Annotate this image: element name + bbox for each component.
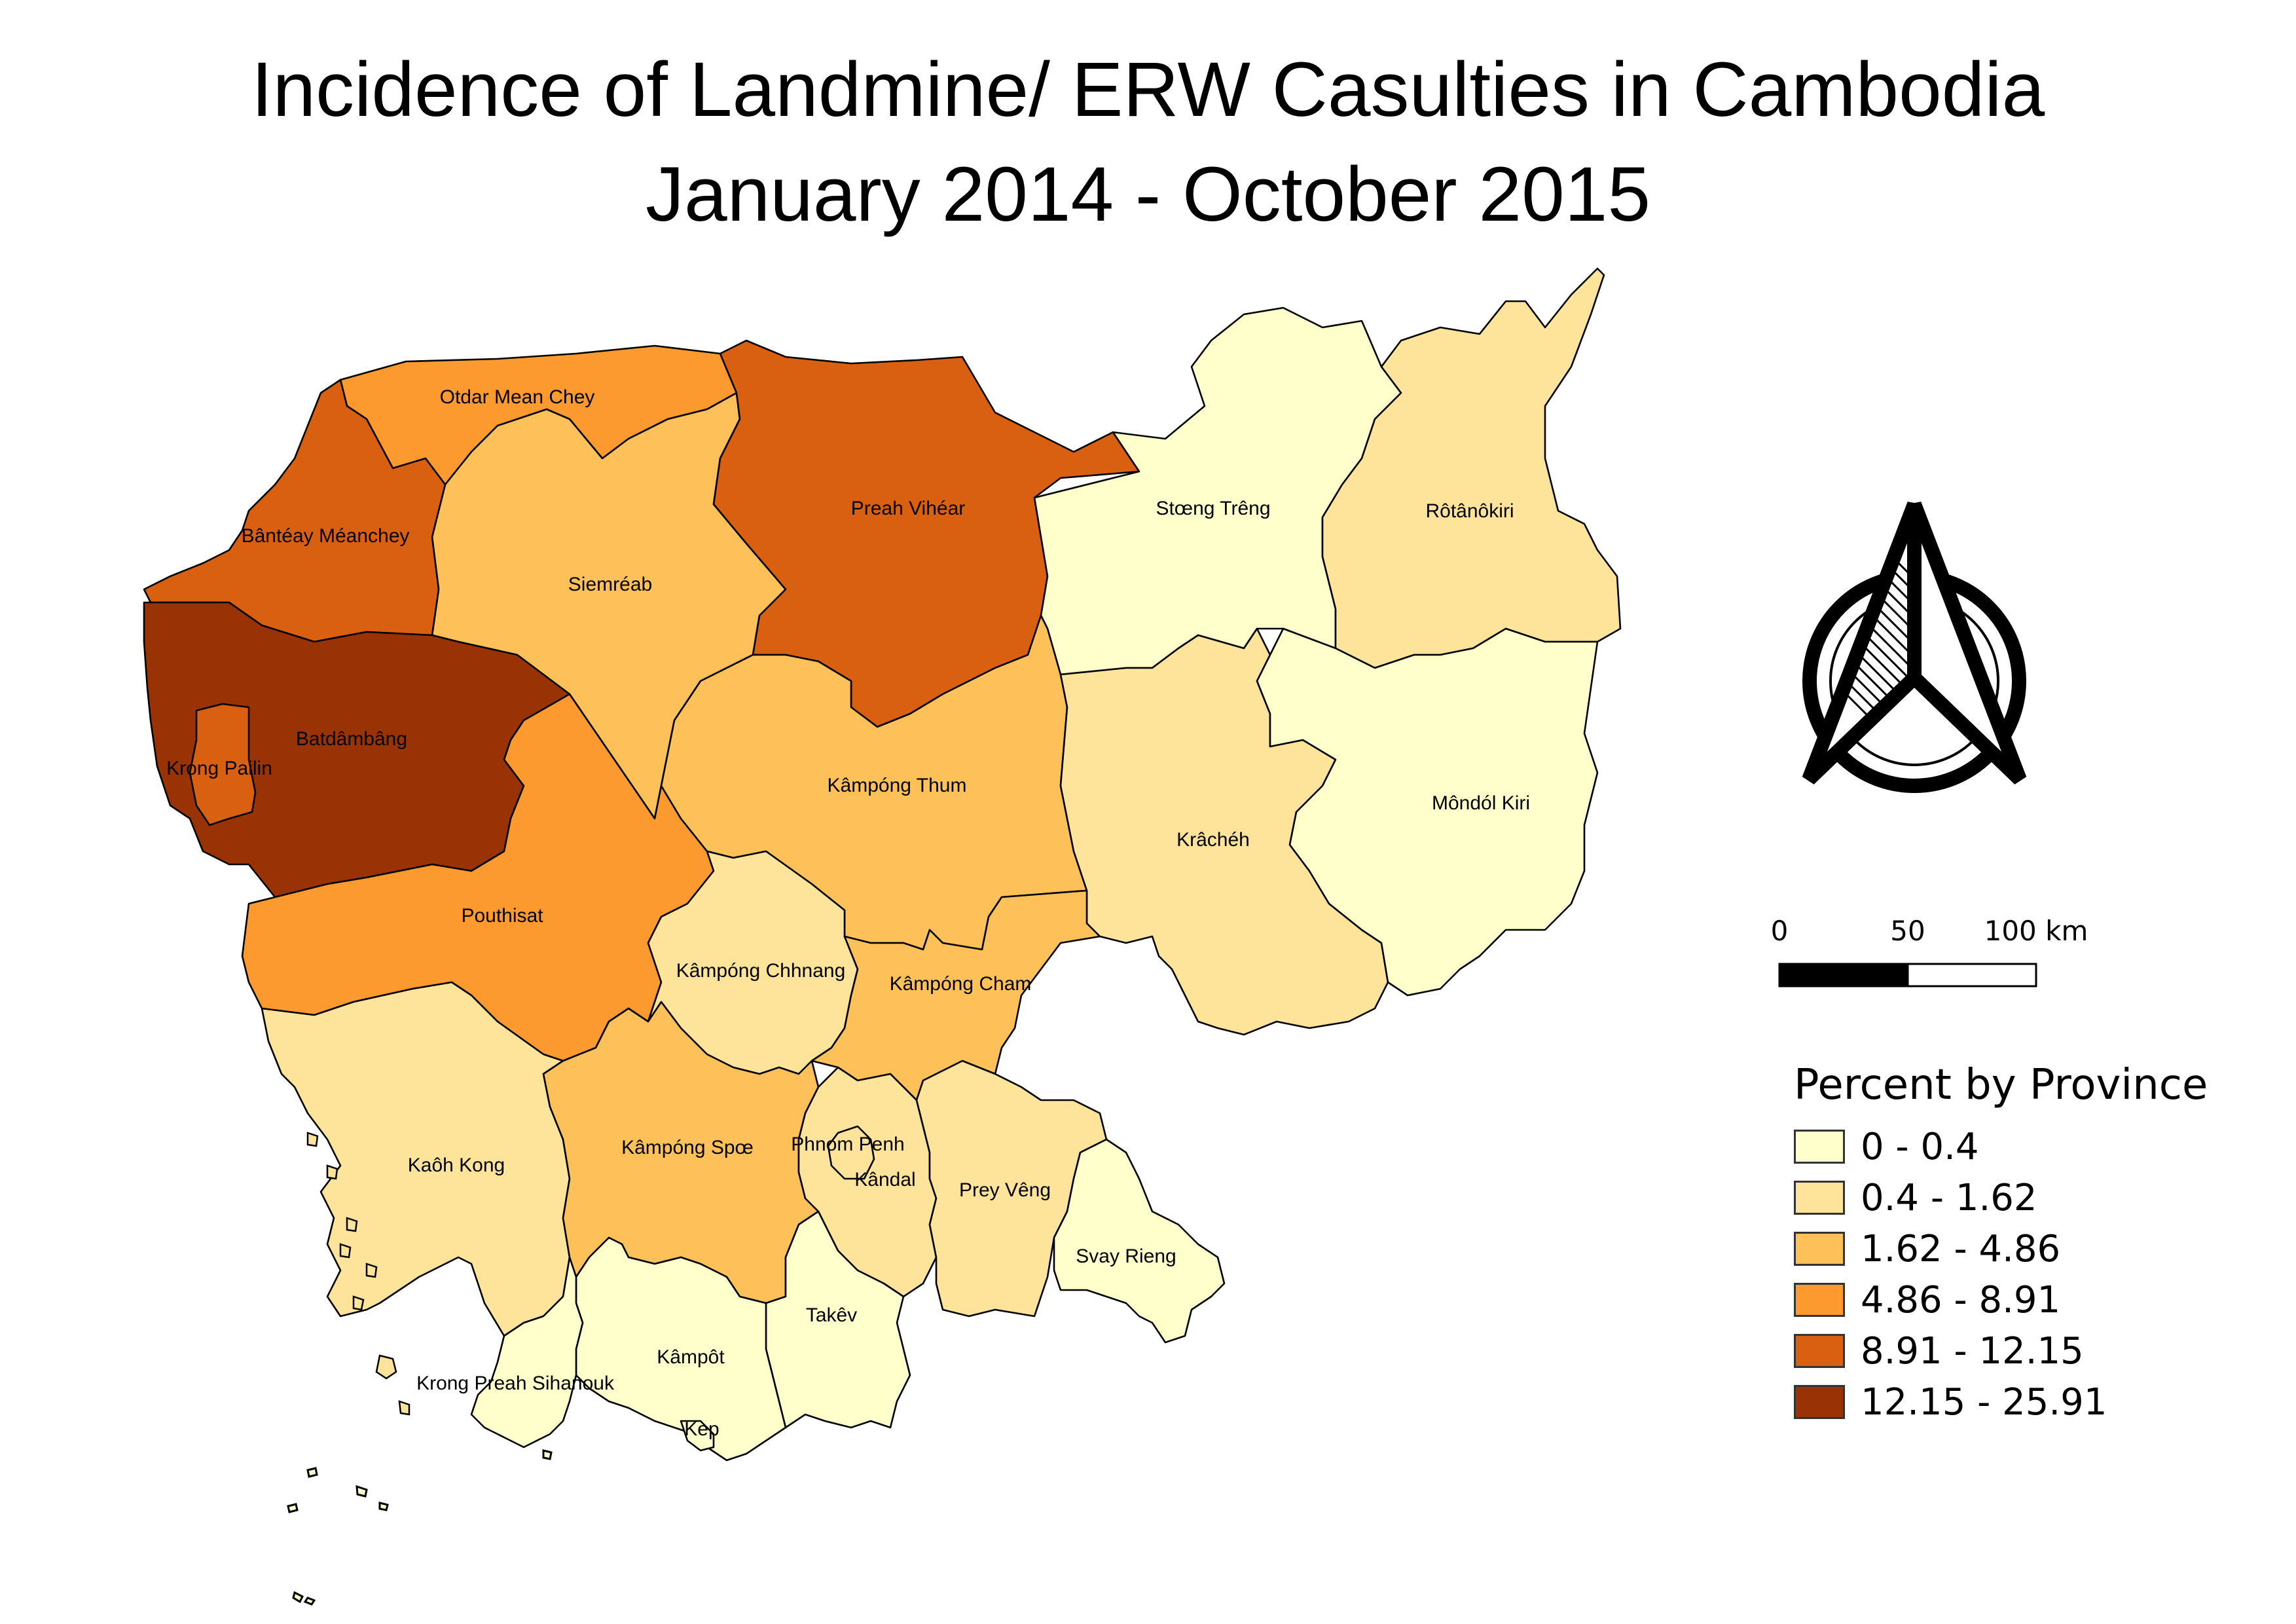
label-kampot: Kâmpôt <box>657 1346 725 1368</box>
legend-swatch <box>1794 1334 1845 1368</box>
label-kandal: Kândal <box>854 1169 915 1190</box>
province-kampong-cham <box>811 889 1101 1101</box>
map-title-line1: Incidence of Landmine/ ERW Casulties in … <box>251 46 2045 133</box>
label-takev: Takêv <box>806 1304 857 1326</box>
label-krong-preah-sihanouk: Krong Preah Sihanouk <box>416 1373 615 1394</box>
legend-swatch <box>1794 1385 1845 1419</box>
legend-label: 8.91 - 12.15 <box>1861 1329 2084 1373</box>
label-kaoh-kong: Kaôh Kong <box>408 1154 505 1176</box>
scale-label-0: 0 <box>1771 915 1789 947</box>
province-krong-pailin <box>189 703 257 826</box>
label-otdar-mean-chey: Otdar Mean Chey <box>440 386 595 408</box>
label-svay-rieng: Svay Rieng <box>1076 1246 1176 1267</box>
legend-item: 0.4 - 1.62 <box>1794 1172 2208 1223</box>
province-mondol-kiri <box>1256 627 1599 997</box>
legend-swatch <box>1794 1181 1845 1215</box>
legend-title: Percent by Province <box>1794 1061 2208 1109</box>
province-prey-veng <box>915 1060 1108 1318</box>
legend-label: 4.86 - 8.91 <box>1861 1278 2061 1321</box>
label-batdambang: Batdâmbâng <box>296 728 407 750</box>
label-banteay-meanchey: Bântéay Méanchey <box>242 525 410 547</box>
label-siemreab: Siemréab <box>568 574 652 595</box>
islets <box>287 1449 553 1606</box>
legend-swatch <box>1794 1283 1845 1317</box>
legend-swatch <box>1794 1232 1845 1266</box>
legend-label: 0 - 0.4 <box>1861 1125 1979 1168</box>
scale-label-50: 50 <box>1890 915 1925 947</box>
province-kampot <box>575 1236 787 1462</box>
label-prey-veng: Prey Vêng <box>959 1179 1051 1201</box>
label-kampong-thum: Kâmpóng Thum <box>828 775 967 796</box>
label-kep: Kep <box>684 1418 719 1440</box>
label-kampong-chhnang: Kâmpóng Chhnang <box>676 960 846 982</box>
label-mondol-kiri: Môndól Kiri <box>1432 792 1530 814</box>
province-svay-rieng <box>1053 1138 1226 1344</box>
province-kep <box>680 1420 715 1452</box>
province-rotanokiri <box>1321 267 1622 669</box>
legend-label: 0.4 - 1.62 <box>1861 1176 2037 1219</box>
label-pouthisat: Pouthisat <box>461 905 543 927</box>
legend-label: 12.15 - 25.91 <box>1861 1380 2107 1424</box>
legend-item: 8.91 - 12.15 <box>1794 1325 2208 1376</box>
label-preah-vihear: Preah Vihéar <box>851 498 966 519</box>
province-phnom-penh <box>827 1125 875 1180</box>
scale-bar: 0 50 100 km <box>1771 915 2088 987</box>
legend: Percent by Province 0 - 0.4 0.4 - 1.62 1.6… <box>1794 1061 2208 1428</box>
legend-item: 0 - 0.4 <box>1794 1121 2208 1172</box>
province-krong-preah-sihanouk <box>470 1256 584 1449</box>
legend-label: 1.62 - 4.86 <box>1861 1227 2061 1270</box>
legend-item: 4.86 - 8.91 <box>1794 1274 2208 1325</box>
legend-item: 12.15 - 25.91 <box>1794 1376 2208 1428</box>
legend-item: 1.62 - 4.86 <box>1794 1223 2208 1274</box>
map-title-line2: January 2014 - October 2015 <box>646 151 1650 238</box>
label-kracheh: Krâchéh <box>1176 829 1250 851</box>
label-kampong-spoe: Kâmpóng Spœ <box>621 1137 754 1158</box>
coastal-islands <box>306 1132 410 1416</box>
label-rotanokiri: Rôtânôkiri <box>1425 500 1514 522</box>
legend-swatch <box>1794 1130 1845 1164</box>
label-stoeng-treng: Stœng Trêng <box>1156 498 1270 519</box>
scale-label-100: 100 km <box>1984 915 2088 947</box>
label-kampong-cham: Kâmpóng Cham <box>890 973 1032 995</box>
label-krong-pailin: Krong Pailin <box>166 758 272 779</box>
label-phnom-penh: Phnom Penh <box>791 1134 904 1155</box>
north-arrow-icon <box>1802 502 2027 793</box>
